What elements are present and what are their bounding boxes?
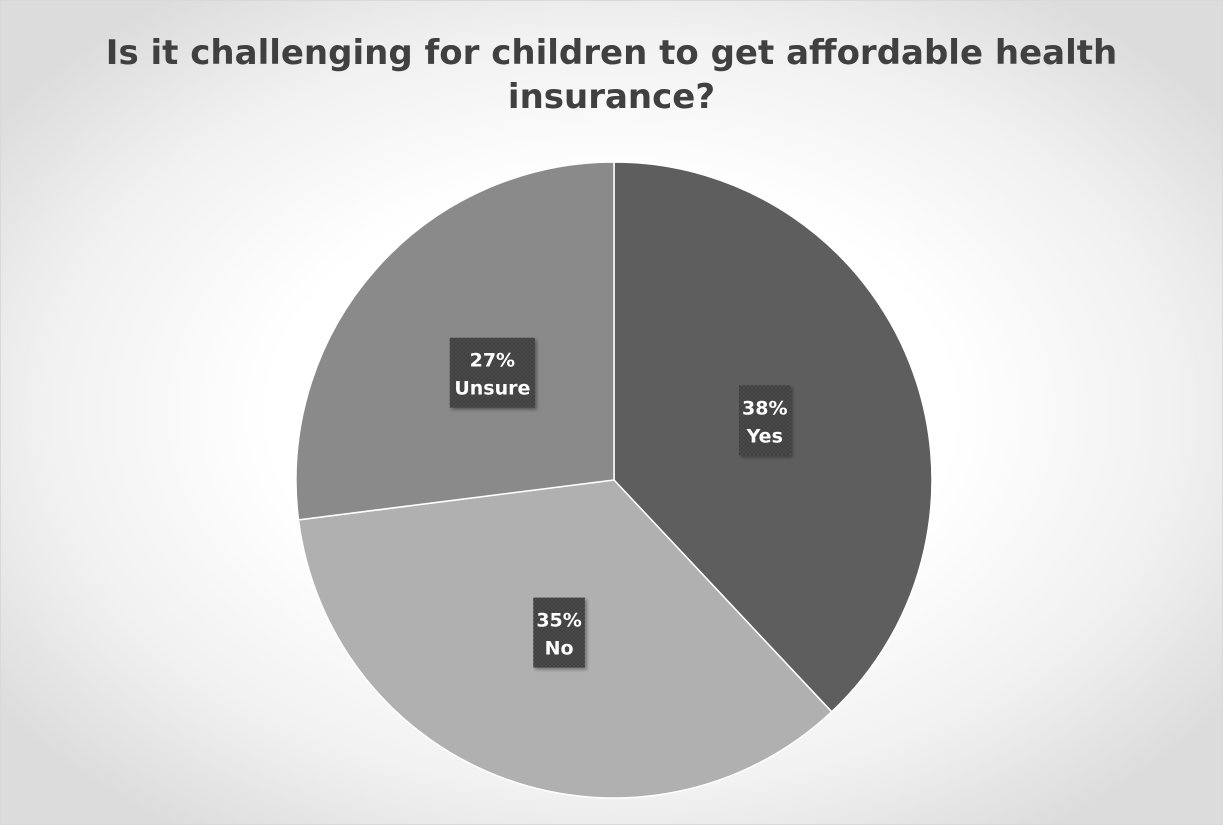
data-label-category: Yes	[746, 425, 783, 447]
data-label-value: 27%	[470, 350, 515, 372]
data-label-value: 35%	[536, 610, 581, 632]
data-label-box	[533, 597, 585, 668]
data-label-value: 38%	[742, 397, 787, 419]
data-label-category: No	[545, 638, 574, 660]
data-label-unsure: 27% Unsure	[449, 337, 535, 408]
chart-title: Is it challenging for children to get af…	[105, 33, 1118, 117]
data-label-category: Unsure	[454, 378, 530, 400]
data-label-no: 35% No	[533, 597, 585, 668]
data-label-box	[449, 337, 535, 408]
data-label-yes: 38% Yes	[738, 385, 791, 456]
data-label-box	[738, 385, 791, 456]
